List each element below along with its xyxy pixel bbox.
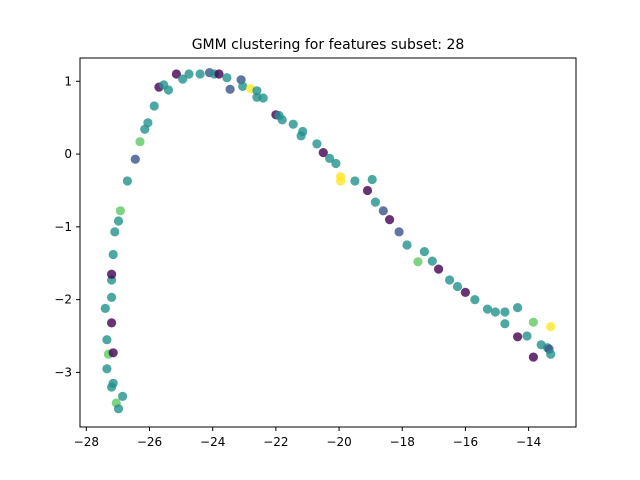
points-layer — [100, 68, 556, 414]
data-point — [325, 153, 335, 163]
data-point — [546, 322, 556, 332]
data-point — [195, 69, 205, 79]
data-point — [482, 304, 493, 314]
data-point — [500, 307, 510, 317]
data-point — [178, 74, 188, 84]
data-point — [522, 331, 532, 341]
data-point — [394, 227, 404, 237]
data-point — [490, 307, 500, 317]
data-point — [528, 352, 539, 362]
data-point — [110, 227, 120, 237]
data-point — [115, 206, 125, 216]
chart-title: GMM clustering for features subset: 28 — [192, 37, 465, 53]
data-point — [385, 215, 395, 225]
data-point — [331, 158, 341, 169]
data-point — [460, 287, 470, 297]
data-point — [113, 216, 124, 226]
data-point — [108, 249, 118, 260]
data-point — [225, 84, 235, 94]
data-point — [312, 139, 322, 149]
data-point — [107, 269, 117, 279]
data-point — [184, 69, 194, 79]
data-point — [258, 93, 268, 103]
data-point — [163, 85, 174, 95]
data-point — [367, 174, 377, 185]
data-point — [378, 206, 388, 216]
y-tick-label: −1 — [54, 220, 72, 234]
data-point — [108, 348, 118, 358]
plot-frame — [79, 57, 577, 428]
x-axis: −28 −26 −24 −22 −20 −18 −16 −14 — [74, 427, 541, 449]
data-point — [336, 176, 346, 186]
data-point — [130, 154, 140, 164]
data-point — [546, 349, 556, 359]
data-point — [102, 335, 112, 345]
x-tick-label: −28 — [74, 435, 99, 449]
data-point — [171, 69, 181, 79]
data-point — [513, 332, 523, 342]
data-point — [102, 364, 112, 374]
data-point — [113, 404, 124, 414]
data-point — [100, 303, 110, 313]
data-point — [252, 86, 262, 96]
data-point — [452, 281, 463, 292]
x-tick-label: −14 — [516, 435, 541, 449]
data-point — [108, 378, 118, 388]
data-point — [118, 391, 128, 401]
data-point — [107, 292, 117, 302]
y-tick-label: 1 — [64, 74, 72, 88]
data-point — [277, 115, 287, 125]
data-point — [214, 69, 224, 79]
y-tick-label: −2 — [54, 293, 72, 307]
y-axis: −3 −2 −1 0 1 — [54, 74, 80, 379]
x-tick-label: −16 — [453, 435, 478, 449]
data-point — [135, 137, 145, 147]
data-point — [419, 247, 429, 257]
data-point — [445, 275, 455, 285]
data-point — [427, 256, 437, 266]
data-point — [513, 303, 523, 313]
data-point — [107, 318, 117, 328]
x-tick-label: −20 — [326, 435, 351, 449]
data-point — [370, 197, 380, 207]
x-tick-label: −18 — [390, 435, 415, 449]
data-point — [362, 185, 373, 196]
data-point — [528, 317, 539, 327]
data-point — [500, 319, 510, 329]
data-point — [288, 119, 298, 129]
data-point — [434, 264, 444, 274]
x-tick-label: −24 — [200, 435, 225, 449]
data-point — [470, 295, 480, 305]
data-point — [143, 118, 153, 128]
y-tick-label: 0 — [64, 147, 72, 161]
data-point — [298, 126, 308, 137]
data-point — [122, 176, 132, 186]
data-point — [318, 148, 328, 158]
data-point — [413, 257, 423, 267]
data-point — [149, 101, 159, 111]
data-point — [222, 73, 232, 83]
y-tick-label: −3 — [54, 365, 72, 379]
x-tick-label: −26 — [137, 435, 162, 449]
data-point — [238, 81, 248, 91]
data-point — [350, 176, 360, 186]
x-tick-label: −22 — [263, 435, 288, 449]
data-point — [402, 240, 412, 250]
